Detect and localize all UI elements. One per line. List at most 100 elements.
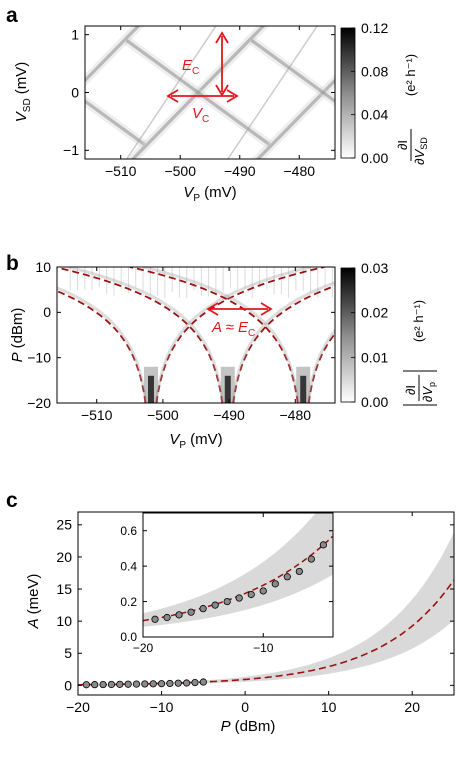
- x-tick-label: −500: [164, 163, 196, 179]
- y-tick-label: 15: [56, 581, 72, 597]
- y-tick-label: 0: [43, 304, 51, 320]
- inset-data-point: [296, 568, 302, 574]
- data-point: [142, 681, 148, 687]
- panel-label-a: a: [6, 4, 18, 27]
- panel-a-x-label-unit: (mV): [204, 184, 237, 201]
- y-tick-label: 25: [56, 517, 72, 533]
- x-tick-label: −480: [280, 407, 312, 423]
- x-tick-label: −10: [150, 699, 174, 715]
- panel-b-cb-den-main: ∂V: [420, 386, 435, 402]
- vc-label-sub: C: [202, 114, 209, 125]
- y-tick-label: 5: [64, 645, 72, 661]
- panel-b-cb-den-sub: p: [427, 382, 437, 387]
- colorbar-tick-label: 0.04: [361, 107, 388, 123]
- a-ec-label-main: A ≈ E: [211, 319, 249, 336]
- data-point: [92, 681, 98, 687]
- panel-b-x-label-unit: (mV): [190, 431, 223, 448]
- panel-a-y-label: VSD(mV): [13, 62, 33, 122]
- data-point: [158, 680, 164, 686]
- data-point: [100, 681, 106, 687]
- x-tick-label: −480: [284, 163, 316, 179]
- y-tick-label: 0.0: [120, 630, 137, 644]
- panel-b-y-label-main: P: [9, 352, 26, 362]
- panel-a-colorbar-ticks: 0.00 0.04 0.08 0.12: [351, 20, 388, 166]
- y-tick-label: 0.2: [120, 595, 137, 609]
- panel-b-colorbar: [341, 268, 355, 402]
- y-tick-label: 10: [35, 259, 51, 275]
- y-tick-label: 0: [64, 677, 72, 693]
- data-point: [117, 681, 123, 687]
- y-tick-label: 10: [56, 613, 72, 629]
- inset-data-point: [272, 581, 278, 587]
- colorbar-tick-label: 0.03: [361, 260, 388, 276]
- panel-label-c: c: [6, 489, 18, 512]
- panel-c: −20 −10 0 10 20 0510152025 −20 −10 0.00.20.40…: [25, 491, 454, 735]
- panel-c-x-label-main: P: [221, 718, 231, 735]
- x-tick-label: 10: [321, 699, 337, 715]
- panel-a-y-label-unit: (mV): [13, 62, 30, 95]
- inset-data-point: [200, 605, 206, 611]
- y-tick-label: −10: [27, 350, 51, 366]
- colorbar-tick-label: 0.01: [361, 349, 388, 365]
- colorbar-tick-label: 0.00: [361, 394, 388, 410]
- x-tick-label: −500: [147, 407, 179, 423]
- x-tick-label: −510: [81, 407, 113, 423]
- panel-b-cb-unit: (e² h⁻¹): [411, 300, 426, 342]
- y-tick-label: 0.6: [120, 524, 137, 538]
- panel-c-data-points: [83, 679, 206, 688]
- data-point: [175, 680, 181, 686]
- colorbar-tick-label: 0.00: [361, 150, 388, 166]
- panel-b-cb-den: ∂Vp: [420, 382, 437, 402]
- inset-data-point: [188, 609, 194, 615]
- panel-a-cb-unit: (e² h⁻¹): [403, 54, 418, 96]
- panel-c-x-label: P (dBm): [221, 718, 276, 735]
- panel-a-y-label-sub: SD: [22, 98, 33, 112]
- panel-b-x-label: VP (mV): [169, 431, 222, 451]
- data-point: [192, 679, 198, 685]
- x-tick-label: −490: [213, 407, 245, 423]
- inset-data-point: [248, 591, 254, 597]
- inset-data-point: [236, 595, 242, 601]
- panel-c-y-label-unit: (meV): [25, 574, 42, 615]
- panel-c-x-label-unit: (dBm): [235, 718, 276, 735]
- x-tick-label: 20: [404, 699, 420, 715]
- panel-c-y-label-main: A: [25, 618, 42, 629]
- colorbar-tick-label: 0.12: [361, 20, 388, 36]
- x-tick-label: −10: [253, 641, 274, 655]
- inset-data-point: [164, 614, 170, 620]
- inset-data-point: [284, 574, 290, 580]
- data-point: [108, 681, 114, 687]
- panel-b-y-label-unit: (dBm): [9, 308, 26, 349]
- panel-label-b: b: [6, 252, 19, 275]
- y-tick-label: 1: [71, 27, 79, 43]
- data-point: [150, 681, 156, 687]
- inset-data-point: [224, 598, 230, 604]
- panel-a-colorbar: [341, 28, 355, 158]
- panel-a-cb-num: ∂I: [395, 140, 410, 150]
- inset-data-point: [176, 612, 182, 618]
- inset-data-point: [152, 616, 158, 622]
- colorbar-tick-label: 0.08: [361, 63, 388, 79]
- x-tick-label: −490: [224, 163, 256, 179]
- x-tick-label: −20: [66, 699, 90, 715]
- panel-b-y-label: P (dBm): [9, 308, 26, 363]
- x-tick-label: −510: [105, 163, 137, 179]
- colorbar-tick-label: 0.02: [361, 305, 388, 321]
- panel-a-cb-den: ∂VSD: [412, 137, 429, 165]
- panel-b: −510 −500 −490 −480 −20 −10 0 10 A ≈ EC VP (mV)…: [0, 259, 456, 451]
- y-tick-label: 0: [71, 84, 79, 100]
- a-ec-label-sub: C: [248, 328, 255, 339]
- inset-data-point: [308, 556, 314, 562]
- inset-data-point: [212, 602, 218, 608]
- panel-a-cb-den-sub: SD: [419, 137, 429, 150]
- panel-b-colorbar-label: ∂I ∂Vp (e² h⁻¹): [403, 300, 437, 405]
- y-tick-label: 20: [56, 549, 72, 565]
- data-point: [200, 679, 206, 685]
- panel-a-cb-den-main: ∂V: [412, 148, 427, 164]
- panel-a-x-label: VP (mV): [183, 184, 236, 204]
- data-point: [183, 680, 189, 686]
- x-tick-label: 0: [241, 699, 249, 715]
- y-tick-label: −20: [27, 395, 51, 411]
- inset-data-point: [260, 588, 266, 594]
